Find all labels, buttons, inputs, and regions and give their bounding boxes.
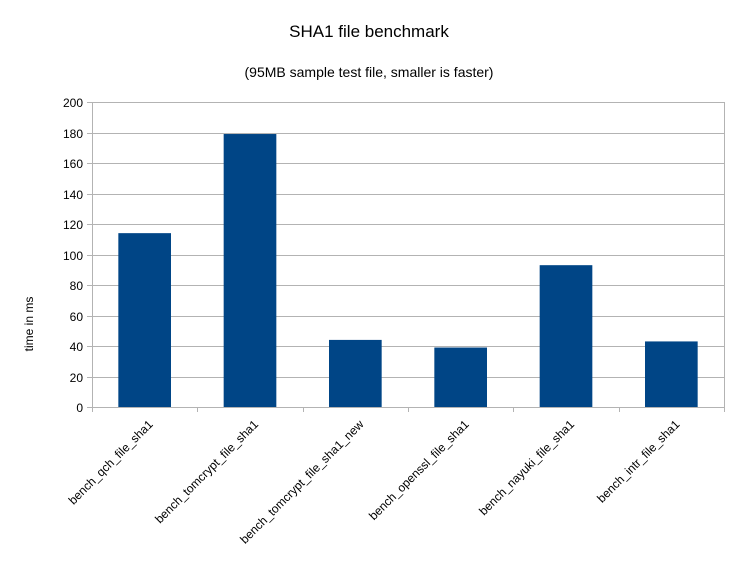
x-tick-label: bench_qch_file_sha1 [66,417,156,507]
y-tick-label: 60 [70,310,84,324]
gridlines [92,102,724,408]
y-tick-label: 200 [63,96,83,110]
x-tick-label: bench_openssl_file_sha1 [366,417,472,523]
bar [223,134,277,407]
y-tick-label: 160 [63,157,83,171]
x-tick-label: bench_tomcrypt_file_sha1 [152,417,261,526]
chart-title: SHA1 file benchmark [289,22,449,41]
y-tick-label: 80 [70,279,84,293]
y-axis-label: time in ms [22,297,36,352]
x-tick-label: bench_intr_file_sha1 [594,417,682,505]
y-tick-label: 120 [63,218,83,232]
bar [329,339,382,407]
y-tick-label: 0 [76,401,83,415]
y-tick-label: 140 [63,188,83,202]
bar [645,341,698,407]
y-tick-label: 40 [70,340,84,354]
y-tick-label: 100 [63,249,83,263]
x-tick-label: bench_tomcrypt_file_sha1_new [237,417,366,546]
bars [118,134,698,407]
axes [87,102,725,412]
x-tick-label: bench_nayuki_file_sha1 [476,417,577,518]
bar [118,233,171,407]
chart-subtitle: (95MB sample test file, smaller is faste… [245,64,494,80]
bar [539,265,593,407]
y-tick-label: 20 [70,371,84,385]
y-tick-label: 180 [63,127,83,141]
bar [434,347,487,407]
